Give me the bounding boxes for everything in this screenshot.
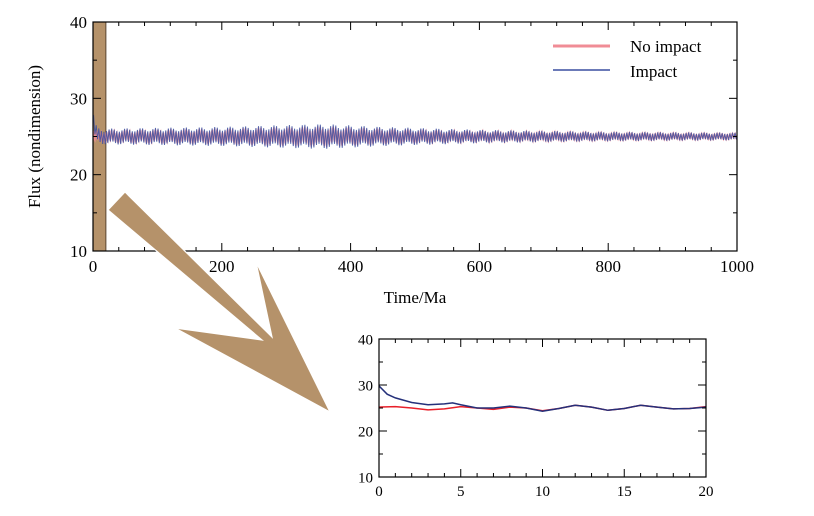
main-ticks: 0 200 400 600 800 1000 10 20 30 40 xyxy=(70,13,754,276)
main-x-axis-label: Time/Ma xyxy=(384,288,447,307)
main-chart: 0 200 400 600 800 1000 10 20 30 40 Time/Ma Flux (… xyxy=(25,13,754,307)
main-y-tick-label: 40 xyxy=(70,13,87,32)
main-x-tick-label: 400 xyxy=(338,257,364,276)
main-x-tick-label: 200 xyxy=(209,257,235,276)
inset-series-line-no-impact xyxy=(378,404,707,412)
legend-label-impact: Impact xyxy=(630,62,677,81)
main-y-tick-label: 30 xyxy=(70,89,87,108)
main-y-axis-label: Flux (nondimension) xyxy=(25,65,44,208)
main-x-tick-label: 800 xyxy=(595,257,621,276)
main-x-tick-label: 1000 xyxy=(720,257,754,276)
inset-x-tick-label: 15 xyxy=(617,484,632,500)
legend-label-no-impact: No impact xyxy=(630,37,702,56)
main-y-tick-label: 10 xyxy=(70,242,87,261)
inset-series-line-impact xyxy=(378,385,707,412)
inset-y-tick-label: 30 xyxy=(358,378,373,394)
zoom-arrow xyxy=(107,191,332,414)
inset-x-tick-label: 10 xyxy=(535,484,550,500)
main-x-tick-label: 600 xyxy=(467,257,493,276)
inset-y-tick-label: 40 xyxy=(358,332,373,348)
inset-ticks: 0 5 10 15 20 10 20 30 40 xyxy=(358,332,714,500)
inset-y-tick-label: 10 xyxy=(358,470,373,486)
main-series-group xyxy=(92,114,738,149)
main-y-tick-label: 20 xyxy=(70,166,87,185)
inset-series-group xyxy=(378,385,707,412)
main-series-line-impact xyxy=(92,114,738,149)
inset-chart: 0 5 10 15 20 10 20 30 40 xyxy=(358,332,714,500)
inset-x-tick-label: 0 xyxy=(375,484,383,500)
main-x-tick-label: 0 xyxy=(89,257,98,276)
inset-plot-frame xyxy=(378,338,707,478)
inset-x-tick-label: 5 xyxy=(457,484,465,500)
inset-x-tick-label: 20 xyxy=(699,484,714,500)
inset-y-tick-label: 20 xyxy=(358,424,373,440)
legend: No impact Impact xyxy=(553,37,702,81)
